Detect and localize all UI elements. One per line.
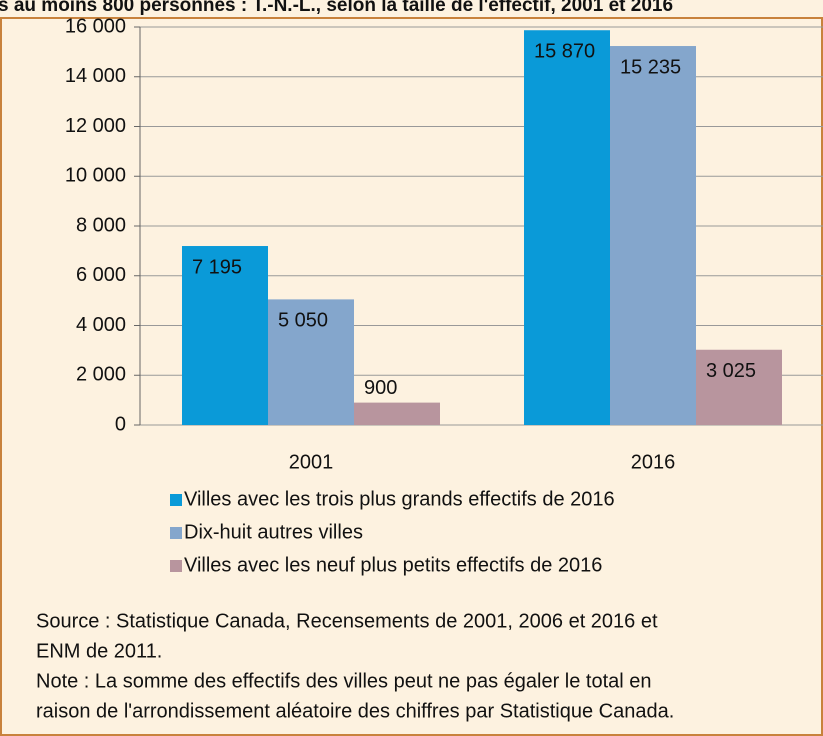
y-tick-label: 6 000 bbox=[76, 264, 126, 286]
x-tick-label: 2016 bbox=[631, 451, 676, 473]
data-label: 5 050 bbox=[278, 310, 328, 332]
bar bbox=[354, 402, 440, 425]
data-label: 3 025 bbox=[706, 360, 756, 382]
legend-swatch bbox=[170, 560, 182, 572]
legend-label: Villes avec les trois plus grands effect… bbox=[184, 488, 615, 510]
y-tick-label: 4 000 bbox=[76, 314, 126, 336]
y-tick-label: 0 bbox=[115, 413, 126, 435]
note: ENM de 2011. bbox=[36, 640, 162, 662]
y-tick-label: 12 000 bbox=[65, 115, 126, 137]
data-label: 900 bbox=[364, 377, 397, 399]
legend-swatch bbox=[170, 494, 182, 506]
note: Source : Statistique Canada, Recensement… bbox=[36, 610, 658, 632]
bar bbox=[182, 246, 268, 425]
y-tick-label: 10 000 bbox=[65, 165, 126, 187]
note: Note : La somme des effectifs des villes… bbox=[36, 670, 652, 692]
y-tick-label: 8 000 bbox=[76, 214, 126, 236]
legend-label: Villes avec les neuf plus petits effecti… bbox=[184, 554, 602, 576]
bar bbox=[696, 349, 782, 425]
y-tick-label: 16 000 bbox=[65, 15, 126, 37]
legend-swatch bbox=[170, 527, 182, 539]
note: raison de l'arrondissement aléatoire des… bbox=[36, 700, 674, 722]
chart-title: s au moins 800 personnes : T.-N.-L., sel… bbox=[0, 0, 673, 16]
legend-label: Dix-huit autres villes bbox=[184, 521, 363, 543]
x-tick-label: 2001 bbox=[289, 451, 334, 473]
data-label: 15 870 bbox=[534, 41, 595, 63]
y-tick-label: 14 000 bbox=[65, 65, 126, 87]
y-tick-label: 2 000 bbox=[76, 364, 126, 386]
bar bbox=[268, 299, 354, 425]
data-label: 15 235 bbox=[620, 56, 681, 78]
bar bbox=[524, 30, 610, 425]
data-label: 7 195 bbox=[192, 256, 242, 278]
bar bbox=[610, 46, 696, 426]
